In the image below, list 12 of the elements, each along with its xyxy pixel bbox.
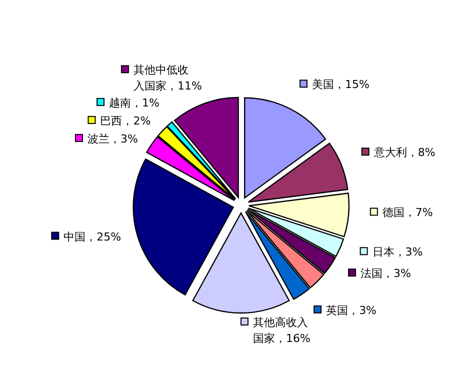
legend-label: 美国，15% <box>312 78 370 91</box>
legend-label: 波兰，3% <box>87 132 138 145</box>
legend-label: 其他中低收入国家，11% <box>133 63 202 92</box>
legend-label: 日本，3% <box>372 245 423 258</box>
legend-label: 中国，25% <box>64 230 122 243</box>
legend-label: 法国，3% <box>360 266 411 280</box>
legend-label: 意大利，8% <box>372 146 436 159</box>
legend-label: 英国，3% <box>326 303 377 316</box>
legend-label: 其他高收入国家，16% <box>253 316 310 344</box>
legend-label: 德国，7% <box>382 206 433 219</box>
legend-label: 越南，1% <box>109 96 160 109</box>
legend-label: 巴西，2% <box>100 114 151 127</box>
